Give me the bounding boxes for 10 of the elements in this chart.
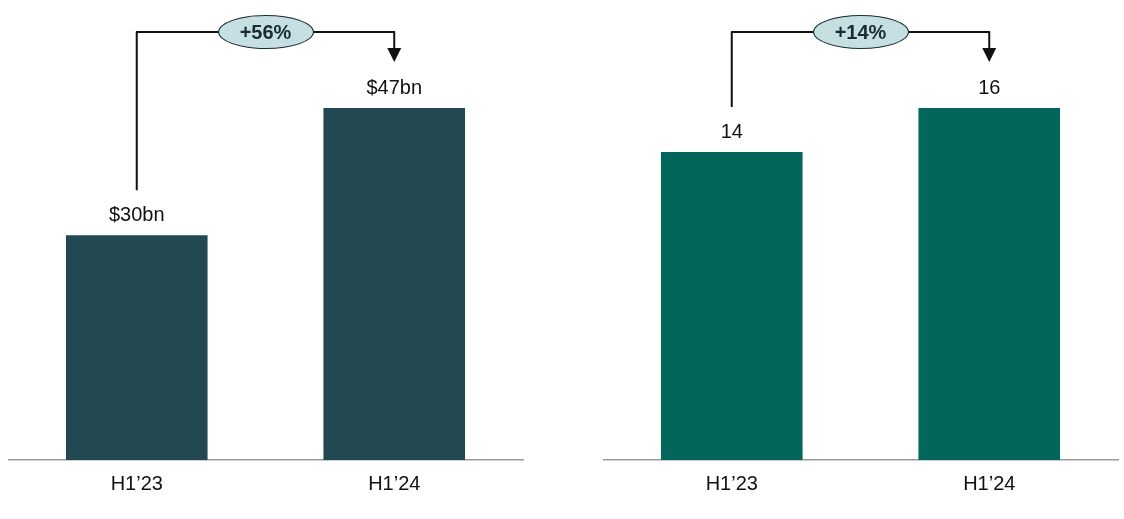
text: +56% <box>217 15 314 49</box>
text: +14% <box>812 15 909 49</box>
x-tick-label: H1’24 <box>963 471 1016 494</box>
x-tick-label: H1’24 <box>368 471 421 494</box>
data-label: $47bn <box>366 75 423 98</box>
x-tick-label: H1’23 <box>110 471 163 494</box>
x-tick-label: H1’23 <box>705 471 758 494</box>
data-label: 14 <box>720 119 743 142</box>
data-label: $30bn <box>108 202 165 225</box>
data-label: 16 <box>978 75 1001 98</box>
